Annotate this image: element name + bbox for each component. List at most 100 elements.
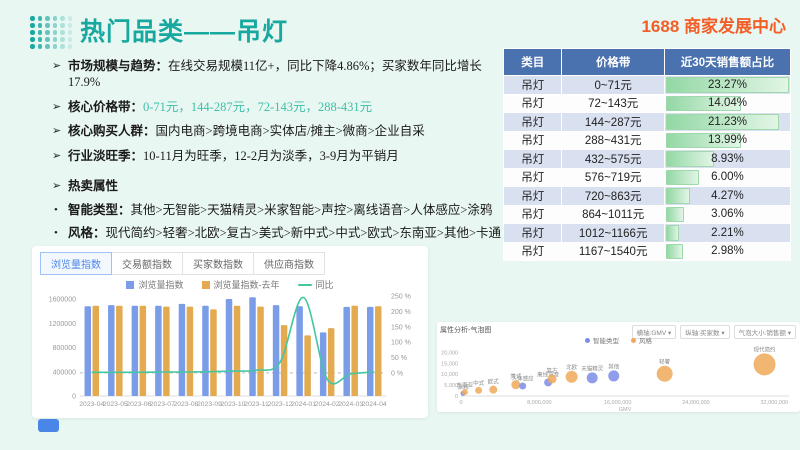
attribute-bubble-chart: 0 5,000 10,000 15,000 20,000 0 8,000,000 16,000…	[441, 345, 789, 412]
price-table-column-header: 价格带	[561, 48, 665, 76]
svg-text:美式: 美式	[510, 372, 522, 380]
bubble-filter-dropdown[interactable]: 纵轴:买家数 ▾	[680, 325, 730, 339]
svg-text:2023-04: 2023-04	[79, 401, 104, 408]
logo-dot	[45, 23, 50, 28]
bubble-filter-dropdown[interactable]: 横轴:GMV ▾	[631, 325, 677, 339]
logo-dot	[52, 23, 57, 28]
price-table-column-header: 类目	[502, 48, 563, 76]
svg-text:0 %: 0 %	[391, 370, 403, 377]
bullet-text: 核心价格带：0-71元，144-287元，72-143元，288-431元	[68, 99, 373, 114]
svg-text:2023-12: 2023-12	[268, 401, 293, 408]
logo-dot	[37, 30, 42, 35]
svg-text:16,000,000: 16,000,000	[604, 400, 632, 406]
category-cell: 吊灯	[502, 130, 563, 150]
svg-text:2023-05: 2023-05	[103, 401, 128, 408]
bullet-marker: ➢	[52, 149, 62, 162]
svg-text:5,000: 5,000	[444, 383, 458, 389]
svg-text:现代简约: 现代简约	[754, 345, 777, 353]
legend-item: 浏览量指数	[126, 278, 184, 291]
logo-dot	[67, 23, 72, 28]
svg-text:50 %: 50 %	[391, 355, 407, 362]
share-value: 2.98%	[711, 245, 744, 258]
logo-dot	[37, 37, 42, 42]
bullet-text: 热卖属性	[68, 178, 119, 193]
bullet-text: 智能类型：其他>无智能>天猫精灵>米家智能>声控>离线语音>人体感应>涂鸦	[68, 203, 493, 217]
tab-inactive[interactable]: 供应商指数	[253, 252, 325, 275]
svg-text:150 %: 150 %	[391, 324, 411, 331]
category-cell: 吊灯	[502, 93, 563, 113]
tab-inactive[interactable]: 交易额指数	[111, 252, 183, 275]
trend-chart-tabs: 浏览量指数 交易额指数 买家数指数 供应商指数	[40, 252, 325, 275]
share-cell: 2.21%	[663, 223, 792, 243]
svg-text:1200000: 1200000	[49, 321, 76, 328]
svg-text:东南亚: 东南亚	[457, 381, 474, 389]
logo-dot	[67, 30, 72, 35]
svg-text:100 %: 100 %	[391, 340, 411, 347]
price-band-cell: 432~575元	[561, 149, 665, 169]
logo-dot	[37, 44, 42, 49]
logo-dot	[52, 16, 57, 21]
logo-dot	[67, 37, 72, 42]
logo-dot	[52, 37, 57, 42]
brand-text: 1688 商家发展中心	[641, 17, 786, 36]
svg-text:2024-04: 2024-04	[362, 401, 387, 408]
bubble-filter-dropdown[interactable]: 气泡大小:销售额 ▾	[733, 325, 796, 339]
bubble-chart-legend: 智能类型 风格	[437, 335, 800, 345]
share-value: 14.04%	[707, 97, 747, 110]
table-row: 吊灯 720~863元 4.27%	[502, 186, 792, 206]
logo-dot	[45, 37, 50, 42]
logo-dot	[30, 37, 35, 42]
svg-text:1600000: 1600000	[49, 297, 76, 304]
bullet-marker: ➢	[52, 125, 62, 137]
logo-dot	[30, 30, 35, 35]
svg-text:北欧: 北欧	[566, 363, 578, 371]
share-value: 2.21%	[711, 226, 744, 239]
share-data-bar	[665, 132, 741, 148]
blue-badge	[38, 419, 59, 432]
price-band-cell: 72~143元	[561, 93, 665, 113]
tab-active[interactable]: 浏览量指数	[40, 252, 112, 275]
share-cell: 6.00%	[663, 167, 792, 187]
share-value: 4.27%	[711, 189, 744, 202]
svg-text:2024-03: 2024-03	[338, 401, 363, 408]
svg-text:2023-10: 2023-10	[221, 401, 246, 408]
category-cell: 吊灯	[502, 149, 563, 169]
key-points-list: ➢ 市场规模与趋势：在线交易规模11亿+，同比下降4.86%；买家数年同比增长17…	[52, 58, 502, 248]
logo-dot	[30, 16, 35, 21]
svg-text:250 %: 250 %	[391, 294, 411, 301]
svg-text:2023-09: 2023-09	[197, 401, 222, 408]
bullet-marker: ➢	[52, 60, 62, 72]
table-row: 吊灯 576~719元 6.00%	[502, 167, 792, 187]
svg-text:200 %: 200 %	[391, 309, 411, 316]
price-band-cell: 720~863元	[561, 186, 665, 206]
category-cell: 吊灯	[502, 112, 563, 132]
table-row: 吊灯 1012~1166元 2.21%	[502, 223, 792, 243]
svg-text:轻奢: 轻奢	[659, 358, 671, 366]
trend-bar-chart: 0 400000 800000 1200000 1600000 0 % 50 % 100 % 1…	[49, 294, 411, 409]
legend-swatch	[126, 280, 135, 289]
svg-text:2023-08: 2023-08	[173, 401, 198, 408]
share-cell: 14.04%	[663, 93, 792, 113]
bullet-marker: ➢	[52, 179, 62, 192]
table-row: 吊灯 864~1011元 3.06%	[502, 204, 792, 224]
legend-swatch	[585, 337, 590, 343]
svg-text:人体感应: 人体感应	[512, 374, 535, 382]
svg-text:0: 0	[72, 394, 76, 401]
share-data-bar	[665, 206, 684, 222]
svg-text:2024-01: 2024-01	[291, 401, 316, 408]
svg-text:32,000,000: 32,000,000	[761, 400, 789, 406]
bubble-chart-panel: 属性分析-气泡图 横轴:GMV ▾ 纵轴:买家数 ▾ 气泡大小:销售额 ▾ 智能类型…	[437, 322, 800, 412]
category-cell: 吊灯	[502, 186, 563, 206]
bullet-item: ➢ 市场规模与趋势：在线交易规模11亿+，同比下降4.86%；买家数年同比增长17…	[52, 58, 502, 90]
svg-text:400000: 400000	[53, 369, 76, 376]
table-row: 吊灯 72~143元 14.04%	[502, 93, 792, 113]
category-cell: 吊灯	[502, 204, 563, 224]
svg-text:20,000: 20,000	[441, 350, 458, 356]
bullet-text: 市场规模与趋势：在线交易规模11亿+，同比下降4.86%；买家数年同比增长17.…	[68, 59, 482, 89]
bullet-marker: ➢	[52, 100, 62, 113]
share-value: 6.00%	[711, 171, 744, 184]
tab-inactive[interactable]: 买家数指数	[182, 252, 254, 275]
share-cell: 3.06%	[663, 204, 792, 224]
bullet-text: 风格：现代简约>轻奢>北欧>复古>美式>新中式>中式>欧式>东南亚>其他>卡通	[68, 226, 502, 240]
category-cell: 吊灯	[502, 241, 563, 261]
